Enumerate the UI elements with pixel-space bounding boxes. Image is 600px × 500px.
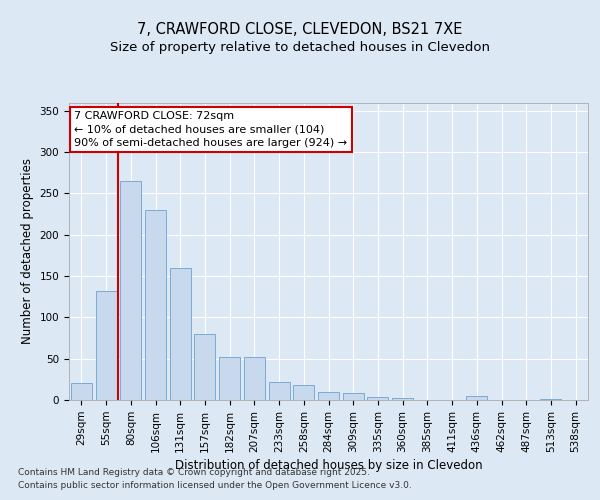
Y-axis label: Number of detached properties: Number of detached properties [21, 158, 34, 344]
X-axis label: Distribution of detached houses by size in Clevedon: Distribution of detached houses by size … [175, 459, 482, 472]
Bar [71, 384, 92, 400]
Bar [269, 382, 290, 400]
Bar [95, 291, 116, 400]
Text: Size of property relative to detached houses in Clevedon: Size of property relative to detached ho… [110, 41, 490, 54]
Bar [367, 396, 388, 400]
Bar [466, 396, 487, 400]
Bar [293, 385, 314, 400]
Text: Contains public sector information licensed under the Open Government Licence v3: Contains public sector information licen… [18, 480, 412, 490]
Bar [194, 334, 215, 400]
Bar [120, 181, 141, 400]
Text: 7, CRAWFORD CLOSE, CLEVEDON, BS21 7XE: 7, CRAWFORD CLOSE, CLEVEDON, BS21 7XE [137, 22, 463, 38]
Bar [343, 394, 364, 400]
Bar [392, 398, 413, 400]
Text: Contains HM Land Registry data © Crown copyright and database right 2025.: Contains HM Land Registry data © Crown c… [18, 468, 370, 477]
Bar [244, 357, 265, 400]
Bar [318, 392, 339, 400]
Bar [170, 268, 191, 400]
Bar [541, 399, 562, 400]
Bar [145, 210, 166, 400]
Bar [219, 357, 240, 400]
Text: 7 CRAWFORD CLOSE: 72sqm
← 10% of detached houses are smaller (104)
90% of semi-d: 7 CRAWFORD CLOSE: 72sqm ← 10% of detache… [74, 112, 347, 148]
